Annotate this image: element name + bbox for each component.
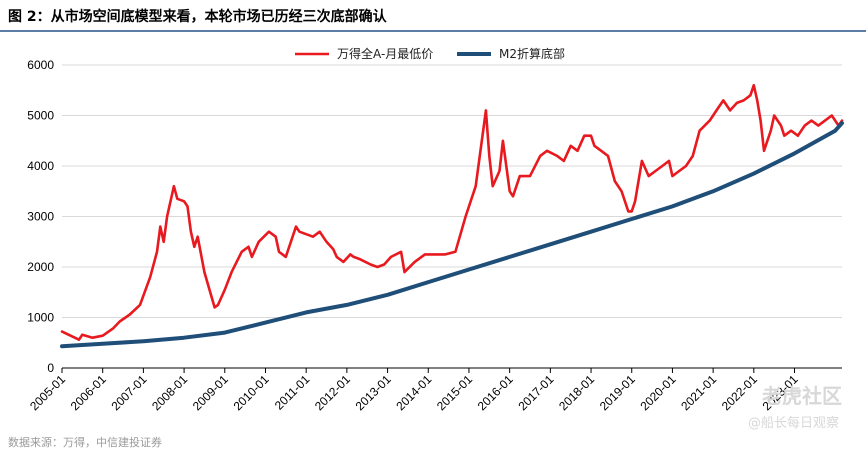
x-tick-label: 2017-01 (515, 372, 556, 413)
y-tick-label: 6000 (27, 58, 54, 72)
x-tick-label: 2009-01 (190, 372, 231, 413)
y-tick-label: 0 (47, 361, 54, 375)
x-tick-label: 2005-01 (27, 372, 68, 413)
x-tick-label: 2013-01 (353, 372, 394, 413)
footer-source: 数据来源：万得，中信建投证券 (8, 436, 162, 449)
legend-label-2: M2折算底部 (499, 46, 565, 61)
x-tick-label: 2014-01 (393, 372, 434, 413)
y-tick-label: 4000 (27, 159, 54, 173)
x-tick-label: 2012-01 (312, 372, 353, 413)
series-line-2 (60, 121, 844, 349)
x-tick-label: 2015-01 (434, 372, 475, 413)
legend-label-1: 万得全A-月最低价 (337, 46, 433, 61)
x-tick-label: 2020-01 (638, 372, 679, 413)
x-tick-label: 2019-01 (597, 372, 638, 413)
watermark-main: 老虎社区 (762, 384, 842, 408)
y-tick-label: 3000 (27, 210, 54, 224)
y-tick-label: 5000 (27, 109, 54, 123)
x-tick-label: 2021-01 (678, 372, 719, 413)
x-tick-label: 2007-01 (108, 372, 149, 413)
x-tick-label: 2010-01 (231, 372, 272, 413)
x-tick-label: 2022-01 (719, 372, 760, 413)
x-tick-label: 2016-01 (475, 372, 516, 413)
title-rule (0, 30, 866, 32)
figure-title: 图 2：从市场空间底模型来看，本轮市场已历经三次底部确认 (8, 9, 387, 25)
x-tick-label: 2018-01 (556, 372, 597, 413)
x-tick-label: 2008-01 (149, 372, 190, 413)
watermark-sub: @船长每日观察 (748, 416, 840, 431)
y-tick-label: 2000 (27, 260, 54, 274)
series-line-1 (60, 83, 844, 342)
y-tick-label: 1000 (27, 311, 54, 325)
x-tick-label: 2011-01 (272, 372, 313, 413)
x-tick-label: 2006-01 (68, 372, 109, 413)
